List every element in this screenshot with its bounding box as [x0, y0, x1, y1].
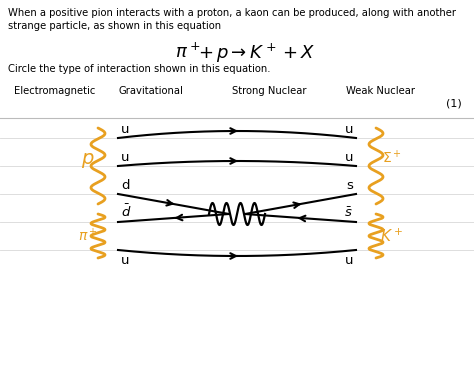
Text: $\bar{d}$: $\bar{d}$ [121, 203, 131, 220]
Text: $\bar{s}$: $\bar{s}$ [345, 206, 353, 220]
Text: strange particle, as shown in this equation: strange particle, as shown in this equat… [8, 21, 221, 31]
Text: $\pi^+$: $\pi^+$ [78, 227, 98, 245]
Text: u: u [121, 254, 129, 267]
Text: When a positive pion interacts with a proton, a kaon can be produced, along with: When a positive pion interacts with a pr… [8, 8, 456, 18]
Text: $p$: $p$ [81, 152, 95, 170]
Text: $K^+$: $K^+$ [381, 227, 403, 245]
Text: $+ \, p \rightarrow K^+ + X$: $+ \, p \rightarrow K^+ + X$ [198, 42, 315, 65]
Text: u: u [121, 123, 129, 136]
Text: u: u [345, 151, 353, 164]
Text: s: s [346, 179, 353, 192]
Text: u: u [345, 123, 353, 136]
Text: $\pi^+$: $\pi^+$ [175, 42, 201, 61]
Text: Weak Nuclear: Weak Nuclear [346, 86, 415, 96]
Text: u: u [345, 254, 353, 267]
Text: (1): (1) [446, 98, 462, 108]
Text: d: d [121, 179, 129, 192]
Text: Electromagnetic: Electromagnetic [14, 86, 96, 96]
Text: Strong Nuclear: Strong Nuclear [232, 86, 307, 96]
Text: Circle the type of interaction shown in this equation.: Circle the type of interaction shown in … [8, 64, 271, 74]
Text: $\Sigma^+$: $\Sigma^+$ [382, 149, 402, 167]
Text: Gravitational: Gravitational [118, 86, 183, 96]
Text: u: u [121, 151, 129, 164]
